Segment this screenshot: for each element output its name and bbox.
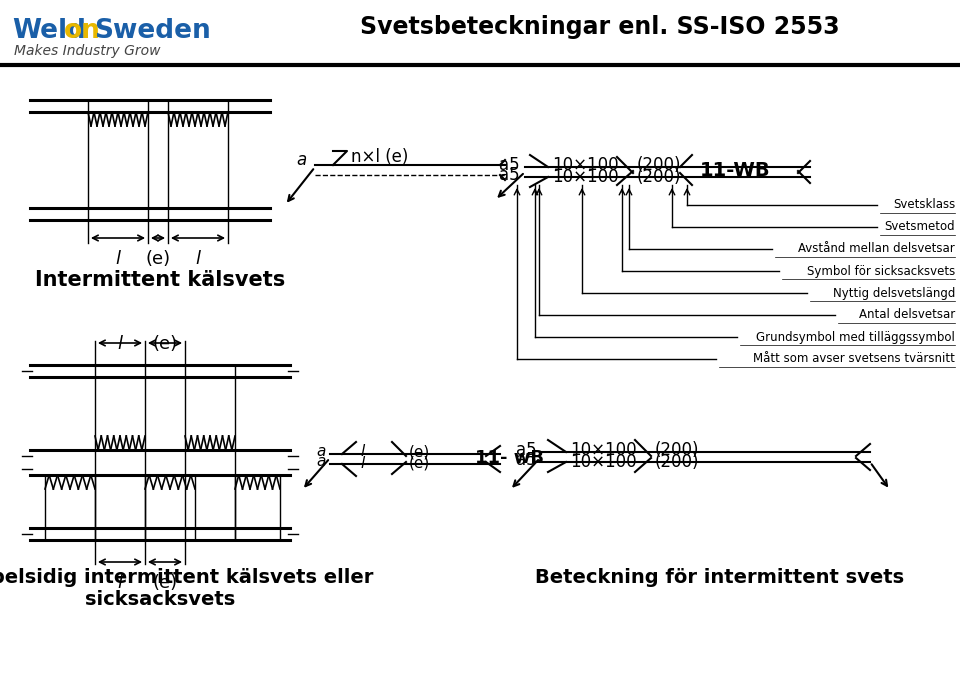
- Text: Weld: Weld: [12, 18, 86, 44]
- Text: (e): (e): [409, 456, 430, 470]
- Text: (200): (200): [655, 441, 700, 459]
- Text: 11- wB: 11- wB: [475, 449, 544, 467]
- Text: Dubbelsidig intermittent kälsvets eller
sicksacksvets: Dubbelsidig intermittent kälsvets eller …: [0, 568, 373, 609]
- Text: Symbol för sicksacksvets: Symbol för sicksacksvets: [806, 264, 955, 278]
- Text: (200): (200): [637, 156, 682, 174]
- Text: a: a: [297, 151, 307, 169]
- Text: (e): (e): [409, 444, 430, 460]
- Text: l: l: [360, 456, 364, 470]
- Text: (200): (200): [655, 453, 700, 471]
- Text: Beteckning för intermittent svets: Beteckning för intermittent svets: [536, 568, 904, 587]
- Text: Antal delsvetsar: Antal delsvetsar: [859, 309, 955, 321]
- Text: Svetsklass: Svetsklass: [893, 199, 955, 212]
- Text: Mått som avser svetsens tvärsnitt: Mått som avser svetsens tvärsnitt: [754, 353, 955, 365]
- Text: l: l: [117, 335, 123, 353]
- Text: l: l: [360, 444, 364, 460]
- Text: l: l: [117, 574, 123, 592]
- Text: Svetsbeteckningar enl. SS-ISO 2553: Svetsbeteckningar enl. SS-ISO 2553: [360, 15, 840, 39]
- Text: 10×100: 10×100: [570, 441, 636, 459]
- Text: Intermittent kälsvets: Intermittent kälsvets: [35, 270, 285, 290]
- Text: 10×100: 10×100: [570, 453, 636, 471]
- Text: (e): (e): [153, 335, 178, 353]
- Text: (e): (e): [153, 574, 178, 592]
- Text: on: on: [64, 18, 101, 44]
- Text: (200): (200): [637, 168, 682, 186]
- Text: 11-WB: 11-WB: [700, 160, 771, 179]
- Text: a: a: [317, 454, 326, 470]
- Text: (e): (e): [145, 250, 171, 268]
- Text: n×l (e): n×l (e): [351, 148, 408, 166]
- Text: l: l: [196, 250, 201, 268]
- Text: Nyttig delsvetslängd: Nyttig delsvetslängd: [832, 286, 955, 299]
- Text: a5: a5: [516, 441, 537, 459]
- Text: Makes Industry Grow: Makes Industry Grow: [14, 44, 160, 58]
- Text: l: l: [115, 250, 121, 268]
- Text: 10×100: 10×100: [552, 156, 618, 174]
- Text: a: a: [317, 444, 326, 460]
- Text: 10×100: 10×100: [552, 168, 618, 186]
- Text: a5: a5: [516, 451, 537, 469]
- Text: a5: a5: [499, 156, 520, 174]
- Text: Svetsmetod: Svetsmetod: [884, 220, 955, 233]
- Text: a5: a5: [499, 166, 520, 184]
- Text: Avstånd mellan delsvetsar: Avstånd mellan delsvetsar: [799, 243, 955, 255]
- Text: Sweden: Sweden: [94, 18, 211, 44]
- Text: Grundsymbol med tilläggssymbol: Grundsymbol med tilläggssymbol: [756, 330, 955, 344]
